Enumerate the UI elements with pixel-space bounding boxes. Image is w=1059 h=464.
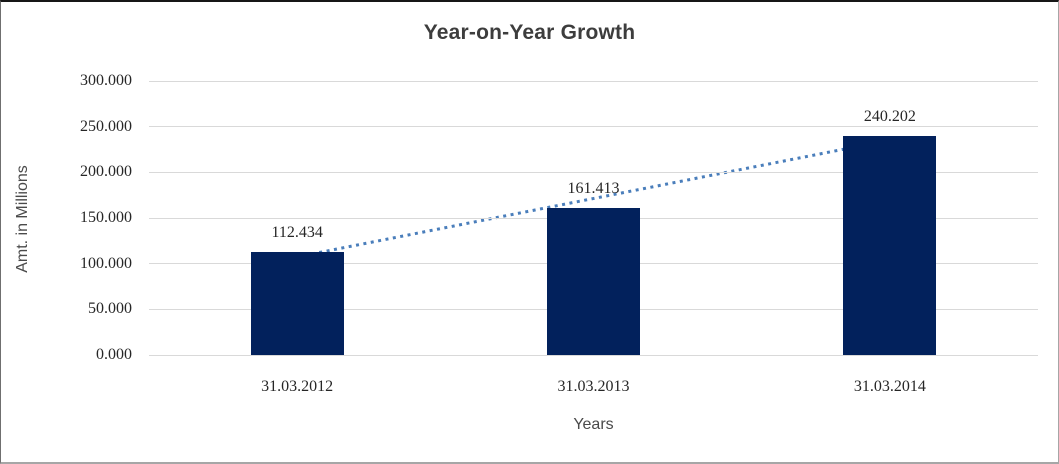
y-tick-label: 150.000	[80, 209, 132, 226]
bar-data-label: 112.434	[271, 224, 323, 242]
chart-title: Year-on-Year Growth	[423, 21, 636, 44]
y-tick-label: 0.000	[96, 346, 132, 363]
bar-data-label: 161.413	[567, 179, 620, 197]
y-tick-label: 100.000	[80, 254, 132, 272]
x-axis-title: Years	[573, 416, 614, 433]
y-tick-label: 250.000	[80, 117, 132, 135]
gridline	[149, 126, 1038, 128]
gridline	[149, 171, 1038, 173]
x-tick-label: 31.03.2014	[853, 378, 926, 395]
plot-area: 112.434 161.413 240.202	[149, 80, 1038, 356]
bar	[843, 135, 937, 355]
bar-data-label: 240.202	[863, 107, 916, 125]
gridline	[149, 354, 1038, 356]
gridline	[149, 80, 1038, 82]
bar	[250, 252, 344, 355]
y-tick-label: 50.000	[88, 300, 132, 318]
bar	[547, 207, 640, 355]
x-tick-label: 31.03.2013	[557, 378, 630, 395]
x-tick-label: 31.03.2012	[261, 378, 334, 395]
y-tick-label: 200.000	[80, 163, 132, 181]
y-tick-label: 300.000	[80, 72, 132, 89]
